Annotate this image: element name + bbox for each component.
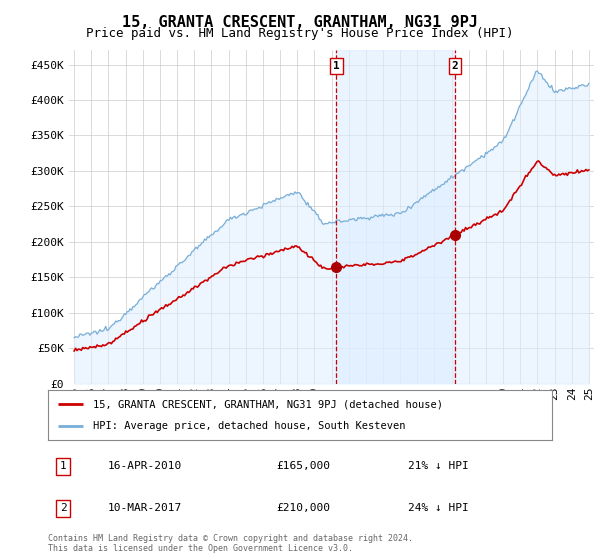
Text: 15, GRANTA CRESCENT, GRANTHAM, NG31 9PJ: 15, GRANTA CRESCENT, GRANTHAM, NG31 9PJ (122, 15, 478, 30)
Text: 16-APR-2010: 16-APR-2010 (108, 461, 182, 471)
Text: £210,000: £210,000 (276, 503, 330, 513)
Text: 24% ↓ HPI: 24% ↓ HPI (408, 503, 469, 513)
Text: £165,000: £165,000 (276, 461, 330, 471)
Text: 2: 2 (451, 61, 458, 71)
Text: HPI: Average price, detached house, South Kesteven: HPI: Average price, detached house, Sout… (94, 421, 406, 431)
Text: 21% ↓ HPI: 21% ↓ HPI (408, 461, 469, 471)
Text: 15, GRANTA CRESCENT, GRANTHAM, NG31 9PJ (detached house): 15, GRANTA CRESCENT, GRANTHAM, NG31 9PJ … (94, 399, 443, 409)
Text: Price paid vs. HM Land Registry's House Price Index (HPI): Price paid vs. HM Land Registry's House … (86, 27, 514, 40)
Text: Contains HM Land Registry data © Crown copyright and database right 2024.
This d: Contains HM Land Registry data © Crown c… (48, 534, 413, 553)
Bar (337, 50, 455, 384)
Text: 1: 1 (333, 61, 340, 71)
Text: 10-MAR-2017: 10-MAR-2017 (108, 503, 182, 513)
Text: 2: 2 (59, 503, 67, 513)
Text: 1: 1 (59, 461, 67, 471)
